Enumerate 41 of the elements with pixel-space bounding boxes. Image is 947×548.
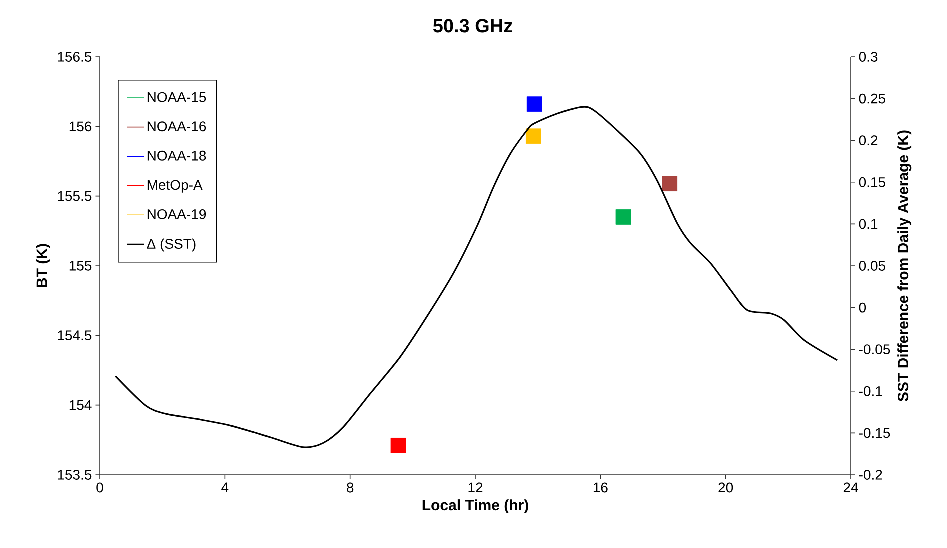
y2-tick-label: -0.1	[859, 386, 882, 396]
legend-label: NOAA-16	[148, 122, 206, 132]
y-tick-label: 156.5	[58, 52, 92, 62]
chart-title: 50.3 GHz	[433, 19, 512, 33]
legend-label: NOAA-15	[148, 92, 206, 102]
legend-label: NOAA-19	[148, 209, 206, 220]
y2-tick-label: 0.3	[859, 52, 878, 62]
y2-tick-label: 0.25	[859, 94, 886, 104]
y-tick-label: 155.5	[58, 191, 92, 202]
x-tick-label: 4	[222, 482, 229, 492]
point	[616, 210, 632, 225]
y2-tick-label: 0.2	[859, 136, 878, 146]
y2-tick-label: 0	[859, 302, 866, 313]
y-tick-label: 154.5	[58, 330, 92, 341]
x-axis-title: Local Time (hr)	[422, 500, 528, 514]
y-axis-title: BT (K)	[36, 244, 50, 288]
legend-label: Δ (SST)	[147, 238, 196, 252]
x-tick-label: 8	[347, 482, 354, 493]
y2-tick-label: 0.05	[859, 261, 886, 271]
y2-tick-label: -0.2	[859, 470, 882, 480]
x-tick-label: 12	[468, 482, 483, 493]
legend-label: NOAA-18	[148, 150, 206, 161]
line-series	[114, 106, 838, 448]
y-tick-label: 156	[70, 122, 92, 132]
y2-tick-label: 0.1	[859, 219, 878, 230]
y2-tick-label: 0.15	[859, 177, 886, 188]
y-tick-label: 155	[70, 261, 92, 271]
x-tick-label: 16	[594, 482, 608, 493]
x-tick-label: 0	[96, 482, 104, 493]
point	[390, 438, 406, 454]
y-tick-label: 154	[70, 400, 92, 410]
legend-label: MetOp-A	[148, 180, 203, 193]
point	[526, 96, 542, 112]
y2-tick-label: -0.15	[859, 428, 890, 438]
point	[662, 176, 678, 192]
y2-axis-title: SST Difference from Daily Average (K)	[898, 130, 912, 402]
y2-tick-label: -0.05	[859, 344, 890, 355]
x-tick-label: 20	[718, 482, 734, 493]
point	[526, 128, 542, 144]
y-tick-label: 153.5	[58, 470, 92, 480]
x-tick-label: 24	[844, 482, 858, 493]
